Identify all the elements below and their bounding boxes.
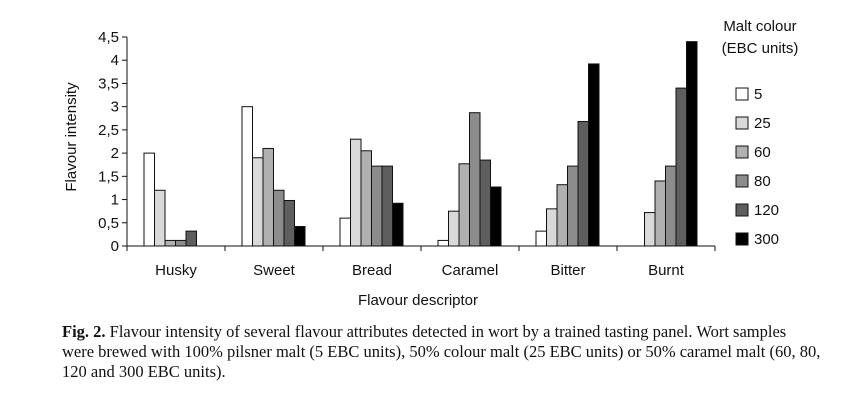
x-tick-label: Caramel — [442, 262, 499, 279]
bar-burnt-80 — [665, 165, 677, 247]
bar-caramel-5 — [437, 239, 449, 247]
bar-husky-80 — [175, 239, 187, 247]
legend: 5 25 60 80 120 300 — [735, 86, 779, 248]
bar-bread-80 — [371, 165, 383, 247]
x-tick-label: Bitter — [550, 262, 585, 279]
bar-husky-5 — [143, 152, 155, 247]
y-tick-label: 2 — [111, 145, 119, 162]
bar-bitter-120 — [577, 121, 589, 247]
axes — [126, 37, 716, 251]
caption-text: Flavour intensity of several flavour att… — [62, 322, 821, 381]
bar-bitter-60 — [556, 184, 568, 247]
bar-bread-60 — [360, 150, 372, 247]
y-tick-label: 4 — [111, 52, 119, 69]
x-axis-title: Flavour descriptor — [358, 292, 478, 309]
bar-husky-120 — [185, 230, 197, 247]
caption-label: Fig. 2. — [62, 322, 106, 341]
bar-caramel-120 — [479, 159, 491, 247]
x-tick-label: Burnt — [648, 262, 685, 279]
y-tick-label: 1 — [111, 192, 119, 209]
bar-bread-25 — [350, 138, 362, 247]
bar-bitter-80 — [567, 165, 579, 247]
legend-swatch-120 — [735, 203, 749, 217]
x-axis-tick-labels: Husky Sweet Bread Caramel Bitter Burnt — [155, 262, 685, 279]
legend-label-120: 120 — [754, 202, 779, 219]
bar-bread-300 — [392, 202, 404, 247]
y-tick-label: 4,5 — [98, 29, 119, 46]
bar-bitter-25 — [546, 208, 558, 247]
legend-swatch-60 — [735, 145, 749, 159]
bar-bitter-5 — [535, 230, 547, 247]
legend-label-25: 25 — [754, 115, 771, 132]
y-tick-label: 1,5 — [98, 168, 119, 185]
bar-sweet-25 — [252, 157, 264, 247]
bar-burnt-120 — [675, 87, 687, 247]
y-tick-label: 0 — [111, 238, 119, 255]
bar-caramel-80 — [469, 112, 481, 247]
x-tick-label: Bread — [352, 262, 392, 279]
legend-label-300: 300 — [754, 231, 779, 248]
x-tick-label: Sweet — [253, 262, 296, 279]
bar-sweet-300 — [294, 225, 306, 247]
bar-caramel-60 — [458, 163, 470, 247]
x-tick-label: Husky — [155, 262, 197, 279]
y-tick-label: 3,5 — [98, 75, 119, 92]
bar-chart: 0 0,5 1 1,5 2 2,5 3 3,5 4 4,5 Husky Sweet Bread Cara… — [63, 18, 799, 309]
legend-swatch-300 — [735, 232, 749, 246]
legend-swatch-5 — [735, 87, 749, 101]
bars — [143, 41, 698, 247]
legend-title-line2: (EBC units) — [722, 40, 799, 57]
y-axis-title: Flavour intensity — [63, 82, 80, 192]
bar-sweet-5 — [241, 106, 253, 247]
bar-bread-120 — [381, 165, 393, 247]
legend-label-80: 80 — [754, 173, 771, 190]
bar-burnt-60 — [654, 180, 666, 247]
bar-bread-5 — [339, 217, 351, 247]
legend-swatch-80 — [735, 174, 749, 188]
y-tick-label: 2,5 — [98, 122, 119, 139]
bar-burnt-300 — [686, 41, 698, 247]
bar-caramel-25 — [448, 210, 460, 247]
y-tick-label: 0,5 — [98, 215, 119, 232]
legend-label-5: 5 — [754, 86, 762, 103]
bar-sweet-60 — [262, 147, 274, 247]
bar-sweet-120 — [283, 199, 295, 247]
y-axis-ticks: 0 0,5 1 1,5 2 2,5 3 3,5 4 4,5 — [98, 29, 127, 255]
legend-swatch-25 — [735, 116, 749, 130]
y-tick-label: 3 — [111, 99, 119, 116]
figure-caption: Fig. 2. Flavour intensity of several fla… — [62, 322, 822, 382]
bar-husky-60 — [164, 239, 176, 247]
bar-caramel-300 — [490, 186, 502, 247]
bar-bitter-300 — [588, 63, 600, 247]
bar-husky-25 — [154, 189, 166, 247]
bar-burnt-25 — [644, 212, 656, 247]
bar-sweet-80 — [273, 189, 285, 247]
legend-label-60: 60 — [754, 144, 771, 161]
legend-title-line1: Malt colour — [723, 18, 796, 35]
